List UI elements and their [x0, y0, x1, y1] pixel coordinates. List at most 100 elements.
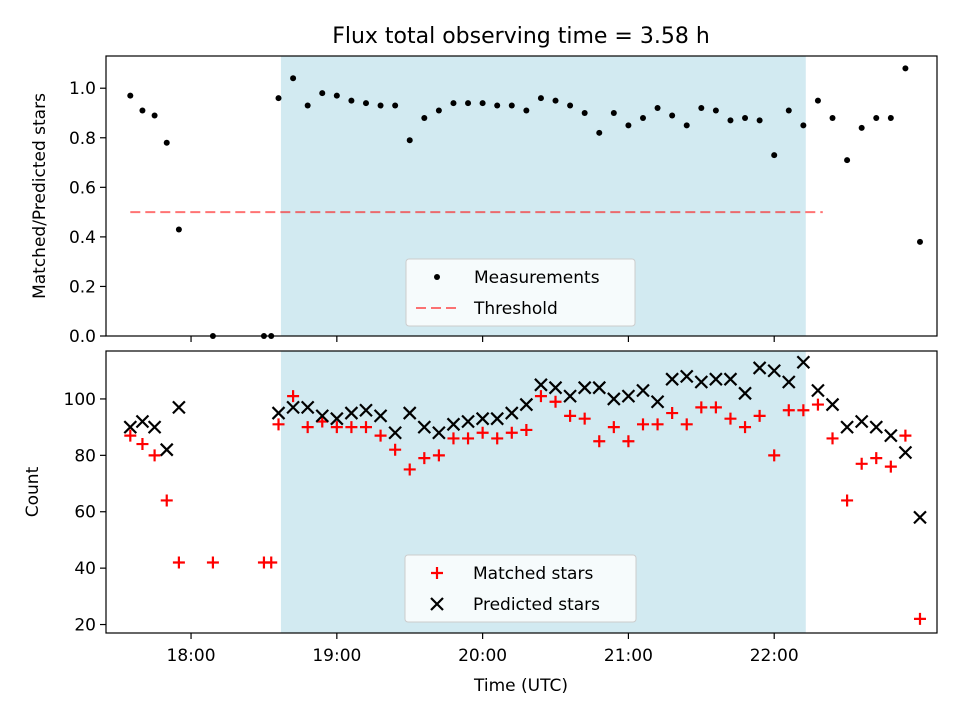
measurement-point	[814, 97, 821, 104]
chart-title: Flux total observing time = 3.58 h	[332, 24, 710, 49]
measurement-point	[319, 90, 326, 97]
predicted-star-point	[854, 414, 869, 429]
matched-star-point	[206, 556, 219, 569]
measurement-point	[873, 114, 880, 121]
predicted-star-point	[417, 420, 432, 434]
measurement-point	[450, 100, 457, 107]
legend-predicted-marker	[430, 597, 444, 611]
y-tick-label: 0.6	[69, 178, 96, 198]
predicted-star-point	[475, 411, 490, 426]
matched-star-point	[709, 401, 722, 414]
predicted-star-point	[738, 386, 752, 401]
predicted-star-point	[315, 409, 330, 423]
predicted-star-point	[869, 420, 884, 434]
x-axis-label: Time (UTC)	[473, 676, 568, 696]
measurement-point	[742, 114, 749, 121]
x-tick-label: 21:00	[604, 646, 653, 666]
matched-star-point	[403, 463, 416, 476]
measurement-point	[304, 102, 311, 109]
predicted-star-point	[577, 380, 592, 395]
ratio-y-axis-label: Matched/Predicted stars	[30, 93, 50, 299]
y-tick-label: 0.0	[69, 327, 96, 347]
count-y-ticks: 20 40 60 80 100	[64, 390, 106, 636]
legend-predicted-label: Predicted stars	[473, 595, 600, 615]
predicted-star-point	[840, 420, 854, 434]
measurement-point	[902, 65, 909, 72]
x-tick-label: 20:00	[458, 646, 507, 666]
ratio-panel: 0.0 0.2 0.4 0.6 0.8 1.0 Matched/Predicted sta…	[30, 55, 938, 347]
matched-star-point	[301, 421, 314, 434]
predicted-star-point	[490, 411, 504, 426]
matched-star-point	[418, 452, 431, 465]
matched-star-point	[462, 432, 475, 445]
predicted-star-point	[811, 383, 825, 398]
matched-star-point	[359, 421, 372, 434]
predicted-star-point	[330, 411, 344, 426]
ratio-legend-box	[405, 258, 636, 327]
measurement-point	[406, 137, 413, 144]
matched-star-point	[607, 421, 620, 434]
matched-star-point	[447, 432, 460, 445]
measurement-point	[756, 117, 763, 124]
count-legend: Matched stars Predicted stars	[404, 554, 637, 623]
matched-star-point	[884, 460, 897, 473]
measurement-point	[829, 114, 836, 121]
matched-star-point	[505, 426, 518, 439]
predicted-star-point	[344, 406, 359, 420]
matched-star-point	[636, 418, 649, 431]
measurement-point	[362, 100, 369, 107]
measurement-point	[377, 102, 384, 109]
measurement-point	[127, 92, 134, 99]
measurement-point	[727, 117, 734, 124]
y-tick-label: 0.8	[69, 129, 96, 149]
measurement-point	[465, 100, 472, 107]
y-tick-label: 0.2	[69, 277, 96, 297]
predicted-star-point	[172, 400, 186, 415]
predicted-star-point	[563, 389, 577, 403]
predicted-star-point	[679, 369, 694, 384]
measurement-point	[683, 122, 690, 129]
predicted-star-point	[752, 361, 767, 375]
count-axes-frame	[105, 350, 938, 634]
predicted-star-point	[709, 372, 723, 386]
matched-star-point	[797, 404, 810, 417]
y-tick-label: 20	[74, 616, 96, 636]
predicted-star-point	[825, 397, 840, 412]
measurement-point	[785, 107, 792, 114]
predicted-star-point	[505, 406, 519, 420]
matched-star-point	[768, 449, 781, 462]
count-x-ticks: 18:00 19:00 20:00 21:00 22:00	[167, 633, 799, 666]
measurement-point	[698, 105, 705, 112]
matched-star-point	[330, 421, 343, 434]
predicted-star-point	[300, 400, 315, 415]
predicted-star-point	[636, 383, 650, 398]
measurement-point	[916, 238, 923, 245]
predicted-star-point	[621, 389, 636, 403]
predicted-star-point	[548, 380, 563, 395]
measurement-point	[275, 95, 282, 102]
matched-star-point	[913, 612, 926, 625]
matched-star-point	[739, 421, 752, 434]
predicted-star-point	[373, 409, 388, 423]
predicted-star-point	[461, 414, 475, 429]
x-tick-label: 22:00	[750, 646, 799, 666]
measurement-point	[596, 129, 603, 136]
matched-star-point	[287, 390, 300, 403]
y-tick-label: 40	[74, 559, 96, 579]
measurement-point	[712, 107, 719, 114]
matched-star-point	[622, 435, 635, 448]
measurement-point	[139, 107, 146, 114]
predicted-star-point	[665, 372, 679, 386]
matched-star-point	[826, 432, 839, 445]
matched-star-point	[476, 426, 489, 439]
ratio-y-ticks: 0.0 0.2 0.4 0.6 0.8 1.0	[69, 79, 106, 347]
matched-star-point	[724, 412, 737, 425]
predicted-star-point	[913, 510, 927, 525]
predicted-star-point	[135, 414, 150, 429]
measurement-point	[771, 152, 778, 159]
count-points	[123, 355, 927, 625]
measurement-point	[552, 97, 559, 104]
measurement-point	[348, 97, 355, 104]
y-tick-label: 0.4	[69, 228, 96, 248]
